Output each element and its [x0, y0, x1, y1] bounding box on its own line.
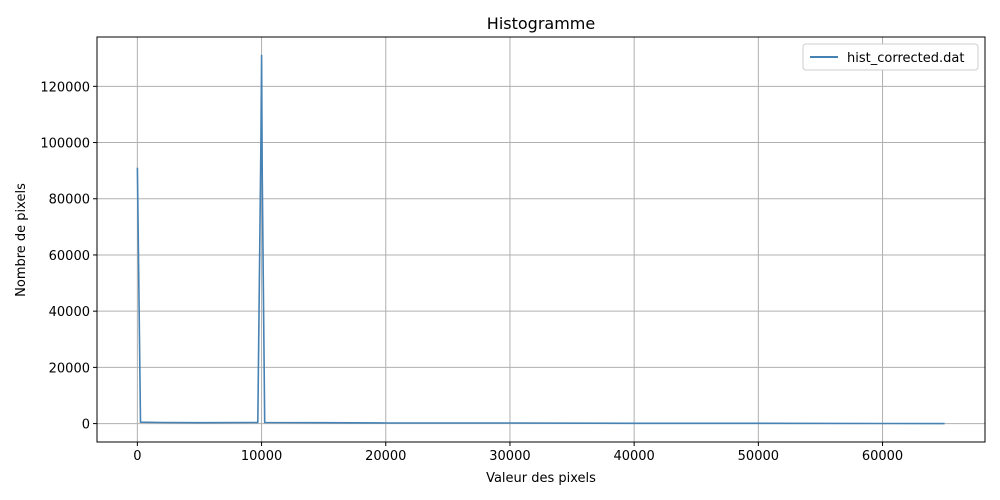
x-tick-label: 40000: [613, 449, 654, 464]
x-tick-label: 10000: [241, 449, 282, 464]
plot-frame: [96, 36, 986, 443]
legend-box: [802, 43, 979, 71]
y-tick-label: 80000: [49, 193, 90, 208]
x-tick-label: 50000: [738, 449, 779, 464]
y-axis-label: Nombre de pixels: [14, 183, 29, 297]
legend-label: hist_corrected.dat: [847, 51, 964, 66]
series-line: [136, 54, 945, 425]
y-tick-label: 40000: [49, 305, 90, 320]
chart-title: Histogramme: [487, 14, 595, 33]
x-axis-label: Valeur des pixels: [486, 471, 596, 486]
y-tick-label: 60000: [49, 249, 90, 264]
grid-lines: [97, 37, 985, 442]
x-tick-label: 30000: [489, 449, 530, 464]
plot-area: [97, 37, 985, 442]
x-tick-label: 60000: [862, 449, 903, 464]
x-tick-label: 0: [133, 449, 141, 464]
series-group: [136, 54, 945, 425]
x-tick-label: 20000: [365, 449, 406, 464]
ticks-group: 0 10000 20000 30000 40000 50000 60000 0 20000 400…: [40, 80, 903, 464]
legend: hist_corrected.dat: [802, 43, 979, 71]
y-tick-label: 120000: [40, 80, 90, 95]
y-tick-label: 20000: [49, 361, 90, 376]
y-tick-label: 100000: [40, 137, 90, 152]
y-tick-label: 0: [82, 418, 90, 433]
